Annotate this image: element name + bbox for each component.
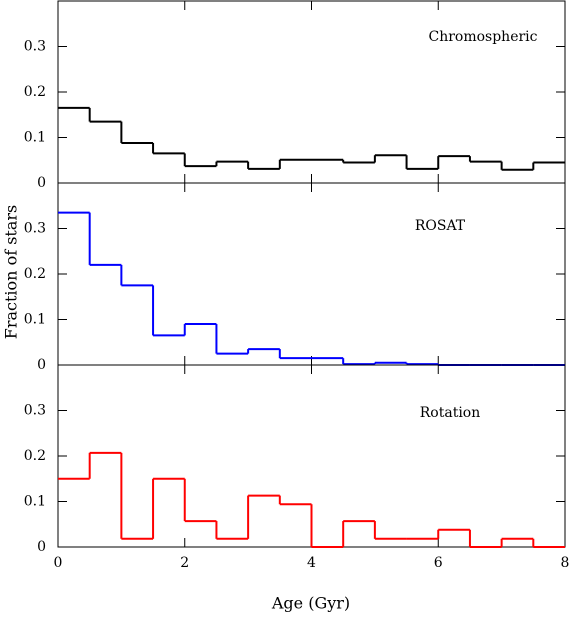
y-tick-label: 0.2	[24, 448, 46, 464]
panel-label: Rotation	[420, 405, 481, 421]
y-axis-label: Fraction of stars	[2, 205, 21, 340]
y-tick-label: 0	[37, 539, 46, 555]
x-tick-label: 8	[561, 555, 569, 571]
y-tick-label: 0.3	[24, 221, 46, 237]
panel-label: Chromospheric	[428, 29, 537, 45]
y-tick-label: 0.1	[24, 312, 46, 328]
x-tick-label: 6	[434, 555, 443, 571]
x-tick-label: 2	[180, 555, 189, 571]
x-tick-label: 4	[307, 555, 316, 571]
panel-frame	[57, 182, 566, 366]
x-axis-label: Age (Gyr)	[271, 594, 350, 613]
x-tick-label: 0	[54, 555, 63, 571]
y-tick-label: 0.2	[24, 266, 46, 282]
y-tick-label: 0.1	[24, 130, 46, 146]
y-tick-label: 0.3	[24, 403, 46, 419]
y-tick-label: 0.2	[24, 84, 46, 100]
y-tick-label: 0.1	[24, 494, 46, 510]
y-tick-label: 0	[37, 357, 46, 373]
y-tick-label: 0	[37, 175, 46, 191]
y-tick-label: 0.3	[24, 39, 46, 55]
panel-label: ROSAT	[415, 218, 466, 234]
